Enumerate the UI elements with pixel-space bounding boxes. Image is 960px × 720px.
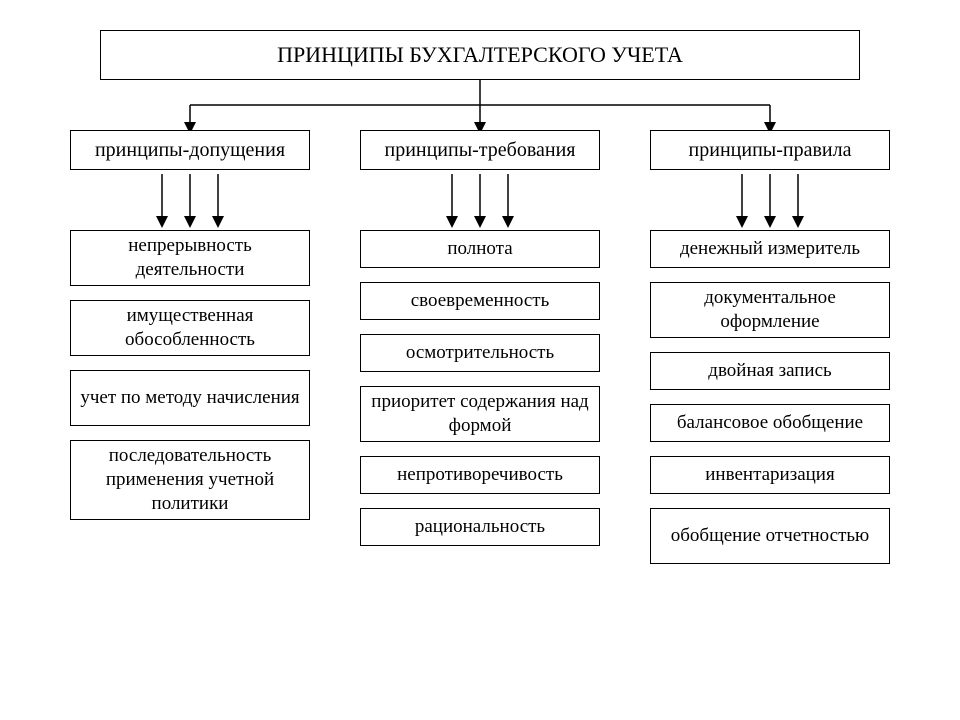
item-box: осмотрительность [360, 334, 600, 372]
item-box: инвентаризация [650, 456, 890, 494]
category-label: принципы-допущения [95, 138, 285, 163]
item-box: обобщение отчетностью [650, 508, 890, 564]
item-box: документальное оформление [650, 282, 890, 338]
item-box: последовательность применения учетной по… [70, 440, 310, 520]
item-label: балансовое обобщение [677, 411, 863, 435]
root-label: ПРИНЦИПЫ БУХГАЛТЕРСКОГО УЧЕТА [277, 41, 683, 69]
diagram-stage: ПРИНЦИПЫ БУХГАЛТЕРСКОГО УЧЕТА принципы-д… [0, 0, 960, 720]
item-box: приоритет содержания над формой [360, 386, 600, 442]
item-label: своевременность [411, 289, 550, 313]
item-label: денежный измеритель [680, 237, 860, 261]
item-label: документальное оформление [657, 286, 883, 334]
item-box: непротиворечивость [360, 456, 600, 494]
item-label: полнота [447, 237, 512, 261]
category-rules: принципы-правила [650, 130, 890, 170]
category-requirements: принципы-требования [360, 130, 600, 170]
category-label: принципы-требования [384, 138, 575, 163]
item-label: инвентаризация [705, 463, 834, 487]
item-box: двойная запись [650, 352, 890, 390]
item-box: рациональность [360, 508, 600, 546]
item-label: приоритет содержания над формой [367, 390, 593, 438]
item-box: балансовое обобщение [650, 404, 890, 442]
item-box: денежный измеритель [650, 230, 890, 268]
category-assumptions: принципы-допущения [70, 130, 310, 170]
item-box: своевременность [360, 282, 600, 320]
item-label: осмотрительность [406, 341, 554, 365]
item-label: обобщение отчетностью [671, 524, 870, 548]
item-box: полнота [360, 230, 600, 268]
item-label: двойная запись [708, 359, 831, 383]
item-box: имущественная обособленность [70, 300, 310, 356]
item-label: непрерывность деятельности [77, 234, 303, 282]
category-label: принципы-правила [689, 138, 852, 163]
item-label: имущественная обособленность [77, 304, 303, 352]
item-label: непротиворечивость [397, 463, 563, 487]
root-box: ПРИНЦИПЫ БУХГАЛТЕРСКОГО УЧЕТА [100, 30, 860, 80]
item-label: последовательность применения учетной по… [77, 444, 303, 515]
item-box: непрерывность деятельности [70, 230, 310, 286]
item-label: учет по методу начисления [80, 386, 299, 410]
item-label: рациональность [415, 515, 545, 539]
item-box: учет по методу начисления [70, 370, 310, 426]
